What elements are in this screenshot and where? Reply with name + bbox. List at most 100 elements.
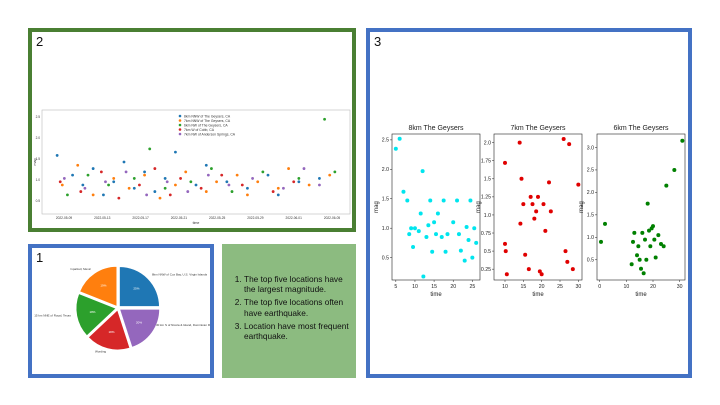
data-point xyxy=(66,193,69,197)
slice-percent-label: 18% xyxy=(89,310,95,314)
data-point xyxy=(428,198,433,203)
legend-entry: 6km NW of The Geysers, CA xyxy=(184,123,228,127)
x-tick-label: 15 xyxy=(431,284,437,290)
subplot-title: 7km The Geysers xyxy=(510,125,566,132)
y-tick-label: 0.5 xyxy=(36,199,41,203)
data-point xyxy=(138,183,141,187)
data-point xyxy=(76,163,80,167)
data-point xyxy=(629,262,634,267)
slice-percent-label: 18% xyxy=(109,330,115,334)
data-point xyxy=(163,186,167,190)
x-tick-label: 2022-05-09 xyxy=(56,216,73,220)
x-tick-label: 2022-05-21 xyxy=(171,216,188,220)
data-point xyxy=(517,140,522,145)
data-point xyxy=(543,228,548,233)
data-point xyxy=(458,248,463,253)
data-point xyxy=(570,267,575,272)
data-point xyxy=(71,173,74,177)
data-point xyxy=(432,220,437,225)
data-point xyxy=(153,167,157,170)
data-point xyxy=(468,198,473,203)
y-tick-label: 1.25 xyxy=(481,195,491,201)
subplot-title: 6km The Geysers xyxy=(613,125,669,132)
data-point xyxy=(251,177,254,180)
legend-entry: 7km NW of Anderson Springs, CA xyxy=(184,132,236,136)
data-point xyxy=(536,194,540,199)
data-point xyxy=(576,182,581,187)
legend-entry: 7km NNW of The Geysers, CA xyxy=(184,119,231,123)
data-point xyxy=(637,257,642,262)
data-point xyxy=(521,202,526,207)
data-point xyxy=(420,169,425,174)
data-point xyxy=(276,193,280,197)
data-point xyxy=(297,180,301,184)
data-point xyxy=(653,255,658,260)
data-point xyxy=(664,183,669,188)
x-tick-label: 20 xyxy=(450,284,456,290)
data-point xyxy=(60,183,64,187)
data-point xyxy=(532,216,537,221)
data-point xyxy=(199,186,203,190)
data-point xyxy=(548,209,553,214)
data-point xyxy=(656,233,661,238)
x-tick-label: 25 xyxy=(557,284,563,290)
x-tick-label: 2022-05-25 xyxy=(209,216,226,220)
y-tick-label: 2.0 xyxy=(36,136,41,140)
data-point xyxy=(132,186,136,190)
data-point xyxy=(644,257,649,262)
data-point xyxy=(168,193,172,197)
data-point xyxy=(58,180,62,184)
data-point xyxy=(145,193,149,197)
y-tick-label: 2.0 xyxy=(382,167,389,173)
slice-percent-label: 20% xyxy=(136,320,142,324)
data-point xyxy=(127,186,131,190)
data-point xyxy=(472,226,477,231)
data-point xyxy=(230,190,234,193)
data-point xyxy=(266,173,270,177)
y-axis-label: mag xyxy=(476,201,482,213)
data-point xyxy=(204,163,208,167)
data-point xyxy=(81,183,85,187)
small-multiples-panel: 3 8km The Geysers 5 10 15 20 25 0.5 1.0 1.5 2.0 2.… xyxy=(366,28,692,378)
data-point xyxy=(530,202,535,207)
data-point xyxy=(174,150,177,154)
data-point xyxy=(397,136,402,141)
subplot-title: 8km The Geysers xyxy=(408,125,464,132)
x-axis-label: time xyxy=(193,221,200,225)
data-point xyxy=(401,189,406,194)
plot-frame xyxy=(41,109,351,215)
data-point xyxy=(636,244,641,249)
data-point xyxy=(210,167,213,170)
y-tick-label: 0.5 xyxy=(382,255,389,261)
data-point xyxy=(179,177,182,180)
data-point xyxy=(523,252,528,257)
data-point xyxy=(287,167,290,170)
slice-percent-label: 25% xyxy=(133,287,139,291)
data-point xyxy=(102,193,105,197)
legend-entry: 7km W of Cobb, CA xyxy=(184,128,215,132)
y-axis-label: mag xyxy=(579,201,585,213)
legend-marker xyxy=(178,132,182,136)
x-tick-label: 2022-06-05 xyxy=(324,216,341,220)
data-point xyxy=(107,183,110,187)
data-point xyxy=(91,167,95,170)
subplot-frame xyxy=(391,133,481,281)
data-point xyxy=(565,259,570,264)
data-point xyxy=(561,137,566,142)
data-point xyxy=(122,160,126,164)
data-point xyxy=(99,170,103,174)
data-point xyxy=(456,232,461,237)
x-tick-label: 2022-05-29 xyxy=(247,216,264,220)
data-point xyxy=(567,142,572,147)
data-point xyxy=(439,235,444,240)
legend-marker xyxy=(178,128,182,131)
x-tick-label: 25 xyxy=(469,284,475,290)
data-point xyxy=(441,198,446,203)
data-point xyxy=(474,240,479,245)
data-point xyxy=(256,180,260,184)
data-point xyxy=(158,196,162,200)
data-point xyxy=(547,180,551,185)
slice-label: 8km NNW of Cox Bay, U.S. Virgin Islands xyxy=(152,272,208,276)
y-tick-label: 2.5 xyxy=(587,168,594,174)
